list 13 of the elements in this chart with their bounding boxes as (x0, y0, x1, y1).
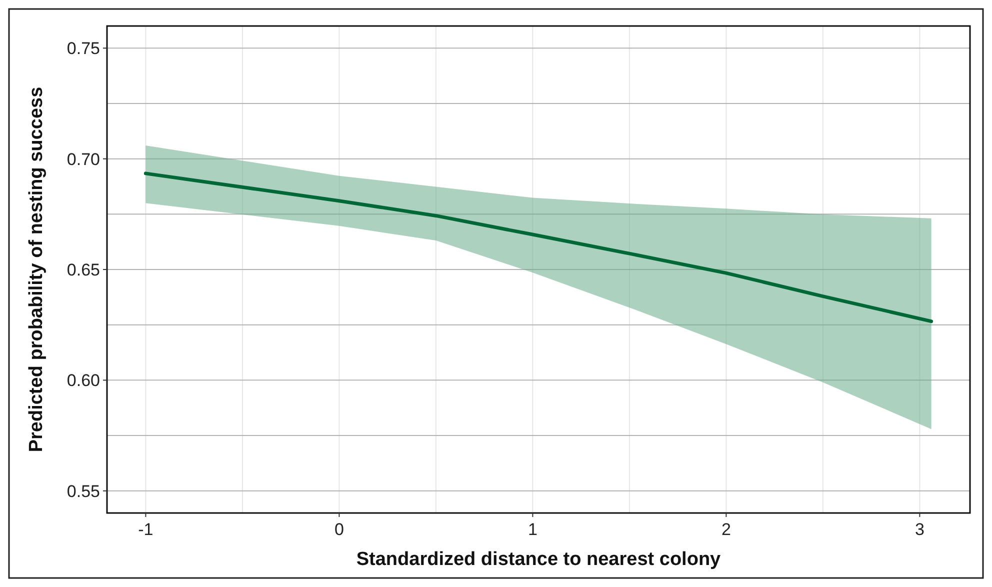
text: 0.60 (66, 371, 100, 390)
y-tick-label: 0.75 (66, 39, 100, 58)
x-tick-label: -1 (138, 520, 154, 539)
y-tick-label: 0.65 (66, 260, 100, 280)
y-tick-label: 0.55 (66, 482, 100, 501)
y-axis-title: Predicted probability of nesting success (26, 86, 47, 452)
x-tick-label: 1 (528, 520, 538, 539)
x-tick-label: 2 (721, 520, 731, 539)
text: 0.70 (66, 150, 100, 169)
line-series (144, 172, 934, 324)
x-axis-title: Standardized distance to nearest colony (356, 549, 722, 570)
x-tick-label: 3 (914, 520, 924, 539)
x-tick-label: 0 (334, 520, 344, 539)
